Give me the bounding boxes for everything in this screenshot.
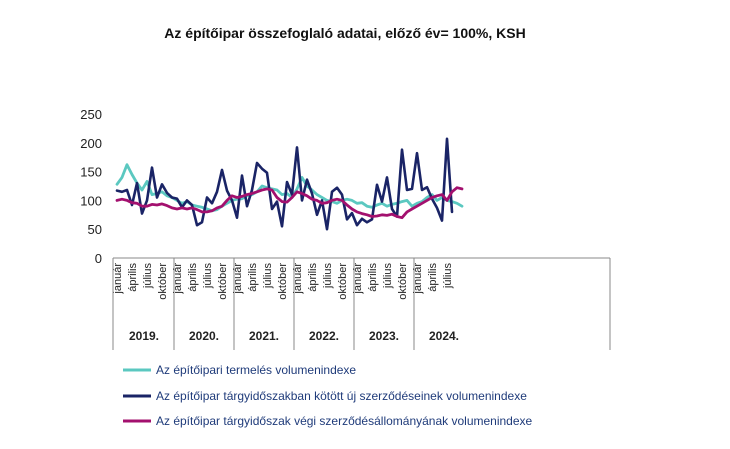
x-tick-label: április	[187, 263, 199, 292]
x-tick-label: január	[352, 263, 364, 295]
year-label: 2022.	[309, 329, 339, 343]
legend-label-3: Az építőipar tárgyidőszak végi szerződés…	[156, 414, 533, 428]
year-label: 2021.	[249, 329, 279, 343]
y-tick-label: 250	[80, 107, 102, 122]
x-tick-label: október	[337, 263, 349, 300]
x-tick-label: július	[262, 263, 274, 290]
year-label: 2024.	[429, 329, 459, 343]
year-label: 2023.	[369, 329, 399, 343]
y-tick-label: 50	[88, 222, 102, 237]
x-tick-label: január	[412, 263, 424, 295]
chart-title: Az építőipar összefoglaló adatai, előző …	[164, 25, 525, 41]
x-tick-label: január	[172, 263, 184, 295]
x-tick-label: július	[142, 263, 154, 290]
y-tick-label: 150	[80, 165, 102, 180]
x-tick-label: január	[292, 263, 304, 295]
series-layer	[115, 137, 464, 231]
legend-label-1: Az építőipari termelés volumenindexe	[156, 363, 356, 377]
x-tick-label: április	[307, 263, 319, 292]
x-tick-label: október	[217, 263, 229, 300]
x-tick-label: július	[322, 263, 334, 290]
x-tick-label: július	[442, 263, 454, 290]
x-tick-label: október	[397, 263, 409, 300]
year-label: 2019.	[129, 329, 159, 343]
series-line-2	[115, 137, 454, 231]
x-tick-label: január	[232, 263, 244, 295]
x-tick-label: január	[112, 263, 124, 295]
x-tick-label: október	[157, 263, 169, 300]
x-tick-label: április	[427, 263, 439, 292]
series-line-3	[115, 186, 464, 220]
x-tick-label: április	[127, 263, 139, 292]
legend-label-2: Az építőipar tárgyidőszakban kötött új s…	[156, 389, 527, 403]
x-tick-label: április	[247, 263, 259, 292]
x-tick-label: október	[277, 263, 289, 300]
x-tick-label: július	[382, 263, 394, 290]
y-axis: 0 50 100 150 200 250	[80, 107, 102, 266]
x-tick-label: április	[367, 263, 379, 292]
y-tick-label: 0	[95, 251, 102, 266]
y-tick-label: 200	[80, 136, 102, 151]
legend: Az építőipari termelés volumenindexe Az é…	[123, 363, 533, 428]
y-tick-label: 100	[80, 193, 102, 208]
year-label: 2020.	[189, 329, 219, 343]
x-tick-label: július	[202, 263, 214, 290]
